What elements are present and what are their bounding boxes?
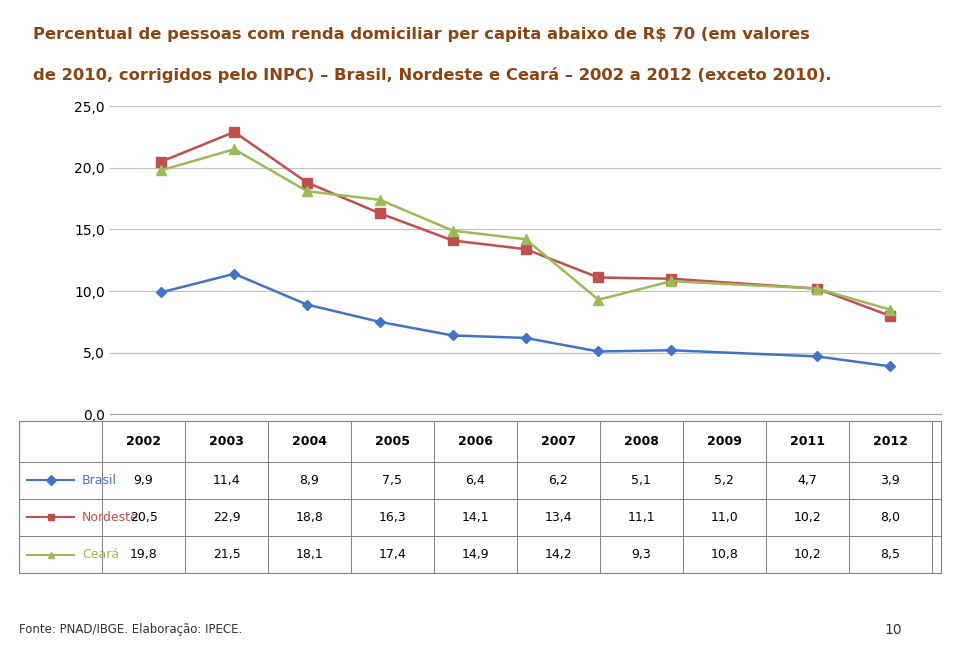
Text: 8,0: 8,0	[880, 511, 900, 524]
Text: 7,5: 7,5	[382, 474, 402, 487]
Text: 14,2: 14,2	[544, 548, 572, 561]
Text: 2005: 2005	[375, 435, 410, 448]
Text: Brasil: Brasil	[82, 474, 117, 487]
Text: 13,4: 13,4	[544, 511, 572, 524]
Text: 16,3: 16,3	[378, 511, 406, 524]
Text: 22,9: 22,9	[213, 511, 240, 524]
Text: 2009: 2009	[707, 435, 742, 448]
Text: 2006: 2006	[458, 435, 492, 448]
Text: 11,4: 11,4	[213, 474, 240, 487]
Text: 9,9: 9,9	[133, 474, 154, 487]
Text: Nordeste: Nordeste	[82, 511, 138, 524]
Text: Ceará: Ceará	[82, 548, 119, 561]
Text: 19,8: 19,8	[130, 548, 157, 561]
Text: 10: 10	[884, 623, 901, 637]
Text: 11,1: 11,1	[628, 511, 655, 524]
Text: 21,5: 21,5	[213, 548, 240, 561]
Text: 5,2: 5,2	[714, 474, 734, 487]
Text: 18,8: 18,8	[296, 511, 324, 524]
Text: 11,0: 11,0	[710, 511, 738, 524]
Text: 6,4: 6,4	[466, 474, 485, 487]
Text: Percentual de pessoas com renda domiciliar per capita abaixo de R$ 70 (em valore: Percentual de pessoas com renda domicili…	[33, 27, 810, 42]
Text: de 2010, corrigidos pelo INPC) – Brasil, Nordeste e Ceará – 2002 a 2012 (exceto : de 2010, corrigidos pelo INPC) – Brasil,…	[33, 66, 831, 83]
Text: 14,1: 14,1	[462, 511, 490, 524]
Text: 10,8: 10,8	[710, 548, 738, 561]
Text: 6,2: 6,2	[548, 474, 568, 487]
Text: 8,9: 8,9	[300, 474, 320, 487]
Text: 3,9: 3,9	[880, 474, 900, 487]
Text: 14,9: 14,9	[462, 548, 490, 561]
Text: 10,2: 10,2	[793, 548, 821, 561]
Text: 2008: 2008	[624, 435, 659, 448]
Text: 2004: 2004	[292, 435, 327, 448]
Text: 20,5: 20,5	[130, 511, 157, 524]
Text: 2003: 2003	[209, 435, 244, 448]
Text: 2007: 2007	[540, 435, 576, 448]
Text: 18,1: 18,1	[296, 548, 324, 561]
Text: 4,7: 4,7	[797, 474, 817, 487]
Text: 2012: 2012	[873, 435, 907, 448]
Text: 17,4: 17,4	[378, 548, 406, 561]
Text: 2011: 2011	[790, 435, 825, 448]
Text: 9,3: 9,3	[632, 548, 651, 561]
Text: 5,1: 5,1	[632, 474, 651, 487]
Text: 2002: 2002	[126, 435, 161, 448]
Text: 8,5: 8,5	[880, 548, 900, 561]
Text: 10,2: 10,2	[793, 511, 821, 524]
Text: Fonte: PNAD/IBGE. Elaboração: IPECE.: Fonte: PNAD/IBGE. Elaboração: IPECE.	[19, 623, 243, 636]
